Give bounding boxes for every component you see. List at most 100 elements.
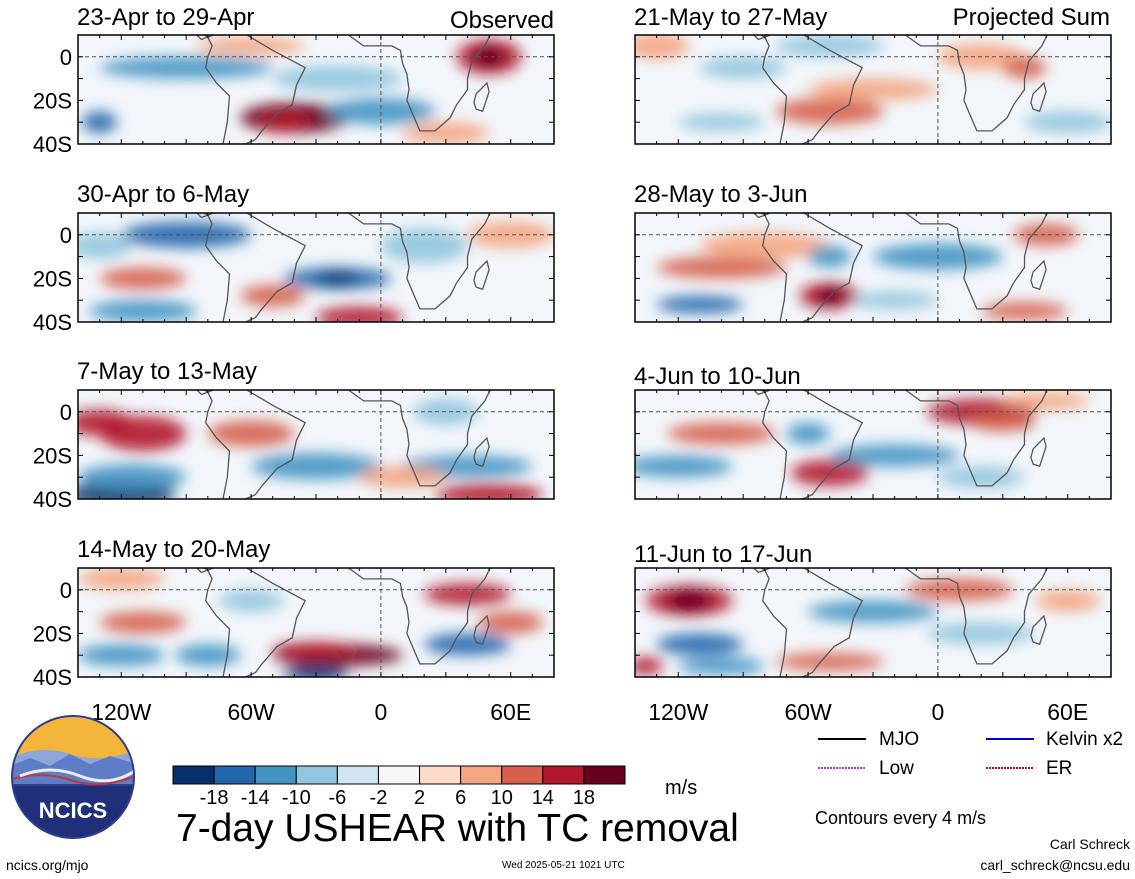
y-tick-label: 20S xyxy=(33,443,72,468)
y-tick-label: 40S xyxy=(33,487,72,512)
ncics-logo: NCICS xyxy=(11,715,135,839)
coastline xyxy=(196,35,210,41)
colorbar-swatch xyxy=(419,765,462,785)
anomaly-blob xyxy=(78,644,165,667)
anomaly-blob xyxy=(699,56,787,79)
colorbar-swatch xyxy=(501,765,544,785)
coastline xyxy=(904,568,1048,665)
anomaly-blob xyxy=(786,422,830,445)
coastline xyxy=(762,35,864,144)
y-tick-label: 20S xyxy=(33,88,72,113)
colorbar-swatch xyxy=(336,765,379,785)
map-panel xyxy=(634,34,1112,145)
y-tick-label: 40S xyxy=(33,132,72,157)
x-tick-label: 0 xyxy=(375,699,388,725)
anomaly-blob xyxy=(667,589,711,612)
coastline xyxy=(347,213,491,310)
projected-sum-label: Projected Sum xyxy=(952,4,1110,31)
coastline xyxy=(1030,81,1047,113)
anomaly-blob xyxy=(635,455,733,478)
anomaly-blob xyxy=(175,644,241,667)
legend-label-er: ER xyxy=(1046,758,1073,779)
colorbar xyxy=(172,765,626,785)
anomaly-blob xyxy=(283,663,349,677)
coastline xyxy=(205,568,307,677)
coastline xyxy=(473,81,490,113)
y-tick-label: 20S xyxy=(33,266,72,291)
anomaly-blob xyxy=(207,420,295,447)
coastline xyxy=(753,390,767,396)
anomaly-blob xyxy=(775,98,884,125)
anomaly-blob xyxy=(272,65,403,92)
map-panel xyxy=(77,567,555,678)
coastline xyxy=(196,390,210,396)
x-tick-label: 120W xyxy=(91,699,151,725)
coastline xyxy=(473,259,490,291)
anomaly-blob xyxy=(78,568,165,590)
x-tick-label: 120W xyxy=(648,699,708,725)
anomaly-blob xyxy=(478,611,544,634)
map-panel xyxy=(77,389,555,500)
panel-title: 21-May to 27-May xyxy=(634,4,828,31)
footer-timestamp: Wed 2025-05-21 1021 UTC xyxy=(502,860,625,871)
colorbar-swatch xyxy=(542,765,585,785)
anomaly-blob xyxy=(424,633,511,656)
anomaly-blob xyxy=(257,111,310,134)
coastline xyxy=(196,213,210,219)
colorbar-swatch xyxy=(172,765,215,785)
legend-label-kelvin: Kelvin x2 xyxy=(1046,729,1124,750)
colorbar-swatch xyxy=(583,765,626,785)
anomaly-blob xyxy=(218,589,284,612)
colorbar-tick-label: -14 xyxy=(240,787,270,809)
y-tick-label: 20S xyxy=(33,621,72,646)
anomaly-blob xyxy=(99,56,273,79)
legend-label-mjo: MJO xyxy=(879,729,920,750)
x-tick-label: 60E xyxy=(1047,699,1088,725)
colorbar-tick-label: 10 xyxy=(490,787,513,809)
anomaly-blob xyxy=(970,413,1036,432)
observed-label: Observed xyxy=(449,7,554,34)
anomaly-blob xyxy=(78,232,133,259)
anomaly-blob xyxy=(316,271,360,285)
anomaly-blob xyxy=(808,78,938,101)
anomaly-blob xyxy=(678,657,765,675)
author-name: Carl Schreck xyxy=(1049,836,1130,852)
anomaly-blob xyxy=(402,122,490,144)
x-tick-label: 60W xyxy=(227,699,275,725)
anomaly-blob xyxy=(775,653,884,671)
coastline xyxy=(762,213,864,322)
colorbar-tick-label: 14 xyxy=(531,787,554,809)
anomaly-blob xyxy=(197,37,306,55)
anomaly-blob xyxy=(656,633,744,656)
footer-url: ncics.org/mjo xyxy=(6,857,89,873)
colorbar-tick-label: -18 xyxy=(199,787,229,809)
panel-title: 14-May to 20-May xyxy=(77,536,271,563)
anomaly-blob xyxy=(808,245,852,268)
coastline xyxy=(762,390,864,499)
anomaly-blob xyxy=(380,228,468,264)
y-tick-label: 0 xyxy=(60,223,72,248)
map-panel xyxy=(634,212,1112,323)
y-tick-label: 0 xyxy=(60,45,72,70)
anomaly-blob xyxy=(251,453,381,480)
anomaly-blob xyxy=(359,466,446,489)
colorbar-tick-label: -2 xyxy=(369,787,388,809)
anomaly-blob xyxy=(808,600,938,623)
anomaly-blob xyxy=(981,302,1068,320)
y-tick-label: 0 xyxy=(60,578,72,603)
anomaly-blob xyxy=(656,256,787,279)
x-tick-label: 60E xyxy=(490,699,531,725)
logo-text: NCICS xyxy=(39,798,107,823)
panel-title: 4-Jun to 10-Jun xyxy=(634,363,801,390)
x-tick-label: 60W xyxy=(784,699,832,725)
coastline xyxy=(904,390,1048,487)
map-panel xyxy=(634,567,1112,678)
units-label: m/s xyxy=(665,777,698,799)
anomaly-blob xyxy=(1002,56,1047,79)
anomaly-blob xyxy=(678,113,765,131)
colorbar-swatch xyxy=(254,765,297,785)
anomaly-blob xyxy=(88,300,197,322)
anomaly-blob xyxy=(78,409,133,436)
anomaly-blob xyxy=(435,483,544,499)
anomaly-blob xyxy=(927,622,1036,645)
